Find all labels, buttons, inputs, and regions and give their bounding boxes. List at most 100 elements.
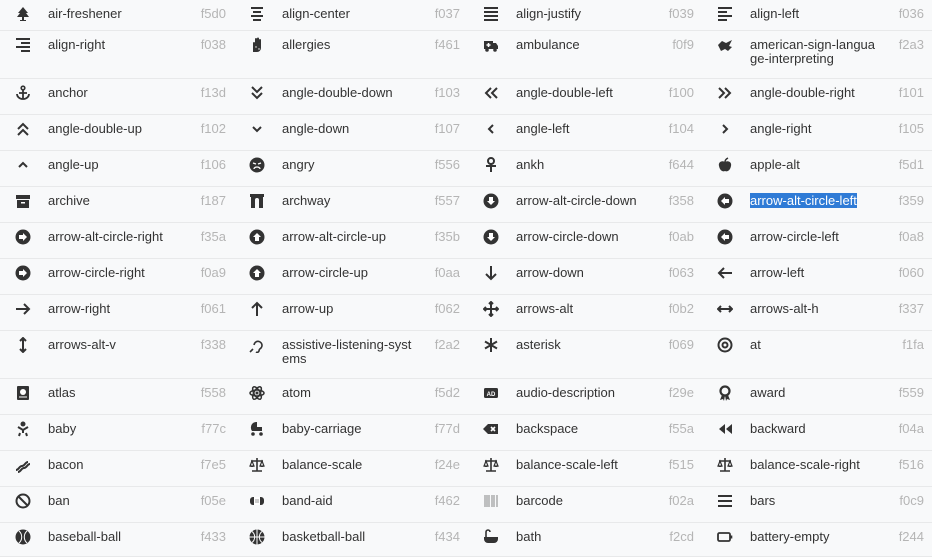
icon-name[interactable]: arrow-up (282, 301, 334, 316)
unicode-code[interactable]: f0f9 (672, 37, 694, 52)
icon-name[interactable]: archway (282, 193, 331, 208)
icon-name[interactable]: bacon (48, 457, 84, 472)
icon-name[interactable]: align-left (750, 6, 800, 21)
unicode-code[interactable]: f244 (898, 529, 924, 544)
unicode-code[interactable]: f036 (898, 6, 924, 21)
unicode-code[interactable]: f2a2 (434, 337, 460, 352)
unicode-code[interactable]: f1fa (902, 337, 924, 352)
icon-name[interactable]: arrow-left (750, 265, 805, 280)
icon-name[interactable]: basketball-ball (282, 529, 366, 544)
icon-cell-anchor[interactable]: anchor f13d (0, 79, 234, 115)
unicode-code[interactable]: f2cd (669, 529, 694, 544)
unicode-code[interactable]: f0a9 (200, 265, 226, 280)
icon-cell-baby[interactable]: baby f77c (0, 415, 234, 451)
icon-cell-arrow-down[interactable]: arrow-down f063 (468, 259, 702, 295)
unicode-code[interactable]: f24e (434, 457, 460, 472)
unicode-code[interactable]: f644 (668, 157, 694, 172)
icon-cell-angle-right[interactable]: angle-right f105 (702, 115, 932, 151)
icon-cell-asterisk[interactable]: asterisk f069 (468, 331, 702, 379)
icon-name[interactable]: angle-up (48, 157, 99, 172)
icon-name[interactable]: bath (516, 529, 542, 544)
icon-cell-arrow-alt-circle-left[interactable]: arrow-alt-circle-left f359 (702, 187, 932, 223)
icon-cell-arrow-circle-down[interactable]: arrow-circle-down f0ab (468, 223, 702, 259)
unicode-code[interactable]: f061 (200, 301, 226, 316)
unicode-code[interactable]: f337 (898, 301, 924, 316)
unicode-code[interactable]: f13d (200, 85, 226, 100)
selected-text[interactable]: arrow-alt-circle-left (750, 193, 857, 208)
unicode-code[interactable]: f103 (434, 85, 460, 100)
icon-cell-arrows-alt-v[interactable]: arrows-alt-v f338 (0, 331, 234, 379)
icon-cell-arrow-alt-circle-right[interactable]: arrow-alt-circle-right f35a (0, 223, 234, 259)
unicode-code[interactable]: f35a (200, 229, 226, 244)
icon-name[interactable]: balance-scale-left (516, 457, 618, 472)
icon-name[interactable]: angle-double-up (48, 121, 142, 136)
unicode-code[interactable]: f101 (898, 85, 924, 100)
icon-cell-ankh[interactable]: ankh f644 (468, 151, 702, 187)
icon-name[interactable]: arrow-circle-up (282, 265, 368, 280)
unicode-code[interactable]: f462 (434, 493, 460, 508)
unicode-code[interactable]: f069 (668, 337, 694, 352)
icon-cell-angle-left[interactable]: angle-left f104 (468, 115, 702, 151)
icon-cell-arrows-alt-h[interactable]: arrows-alt-h f337 (702, 295, 932, 331)
icon-cell-arrow-alt-circle-up[interactable]: arrow-alt-circle-up f35b (234, 223, 468, 259)
icon-cell-backspace[interactable]: backspace f55a (468, 415, 702, 451)
unicode-code[interactable]: f559 (898, 385, 924, 400)
unicode-code[interactable]: f433 (200, 529, 226, 544)
icon-cell-backward[interactable]: backward f04a (702, 415, 932, 451)
icon-cell-assistive-listening-systems[interactable]: assistive-listening-systems f2a2 (234, 331, 468, 379)
icon-cell-arrow-left[interactable]: arrow-left f060 (702, 259, 932, 295)
icon-name[interactable]: angle-left (516, 121, 570, 136)
unicode-code[interactable]: f29e (668, 385, 694, 400)
icon-name[interactable]: arrow-circle-right (48, 265, 145, 280)
icon-name[interactable]: angle-double-right (750, 85, 855, 100)
unicode-code[interactable]: f0ab (668, 229, 694, 244)
icon-cell-archive[interactable]: archive f187 (0, 187, 234, 223)
icon-name[interactable]: arrow-down (516, 265, 584, 280)
icon-cell-award[interactable]: award f559 (702, 379, 932, 415)
unicode-code[interactable]: f038 (200, 37, 226, 52)
icon-name[interactable]: arrows-alt-v (48, 337, 116, 352)
unicode-code[interactable]: f5d2 (434, 385, 460, 400)
icon-cell-bath[interactable]: bath f2cd (468, 523, 702, 557)
unicode-code[interactable]: f106 (200, 157, 226, 172)
icon-cell-arrow-circle-right[interactable]: arrow-circle-right f0a9 (0, 259, 234, 295)
icon-name[interactable]: angle-right (750, 121, 812, 136)
icon-cell-arrow-circle-up[interactable]: arrow-circle-up f0aa (234, 259, 468, 295)
icon-name[interactable]: arrows-alt-h (750, 301, 819, 316)
icon-name[interactable]: ambulance (516, 37, 580, 52)
unicode-code[interactable]: f02a (668, 493, 694, 508)
icon-name[interactable]: align-right (48, 37, 106, 52)
icon-name[interactable]: arrow-circle-left (750, 229, 839, 244)
unicode-code[interactable]: f7e5 (200, 457, 226, 472)
icon-name[interactable]: arrow-alt-circle-up (282, 229, 387, 244)
unicode-code[interactable]: f35b (434, 229, 460, 244)
icon-cell-battery-empty[interactable]: battery-empty f244 (702, 523, 932, 557)
icon-name[interactable]: band-aid (282, 493, 333, 508)
icon-name[interactable]: battery-empty (750, 529, 830, 544)
icon-cell-baseball-ball[interactable]: baseball-ball f433 (0, 523, 234, 557)
icon-name[interactable]: ankh (516, 157, 545, 172)
icon-name[interactable]: arrow-alt-circle-down (516, 193, 637, 208)
icon-cell-align-justify[interactable]: align-justify f039 (468, 0, 702, 31)
icon-cell-band-aid[interactable]: band-aid f462 (234, 487, 468, 523)
icon-name[interactable]: assistive-listening-systems (282, 337, 412, 366)
icon-cell-at[interactable]: at f1fa (702, 331, 932, 379)
icon-cell-balance-scale-left[interactable]: balance-scale-left f515 (468, 451, 702, 487)
unicode-code[interactable]: f060 (898, 265, 924, 280)
icon-cell-angle-double-left[interactable]: angle-double-left f100 (468, 79, 702, 115)
icon-name[interactable]: audio-description (516, 385, 616, 400)
unicode-code[interactable]: f037 (434, 6, 460, 21)
unicode-code[interactable]: f557 (434, 193, 460, 208)
icon-cell-angle-up[interactable]: angle-up f106 (0, 151, 234, 187)
icon-cell-balance-scale[interactable]: balance-scale f24e (234, 451, 468, 487)
icon-cell-angle-double-up[interactable]: angle-double-up f102 (0, 115, 234, 151)
icon-name[interactable]: ban (48, 493, 70, 508)
icon-name[interactable]: baby-carriage (282, 421, 362, 436)
icon-name[interactable]: award (750, 385, 786, 400)
unicode-code[interactable]: f5d1 (898, 157, 924, 172)
icon-name[interactable]: angle-double-left (516, 85, 613, 100)
icon-name[interactable]: bars (750, 493, 776, 508)
unicode-code[interactable]: f0c9 (899, 493, 924, 508)
icon-cell-air-freshener[interactable]: air-freshener f5d0 (0, 0, 234, 31)
icon-cell-archway[interactable]: archway f557 (234, 187, 468, 223)
